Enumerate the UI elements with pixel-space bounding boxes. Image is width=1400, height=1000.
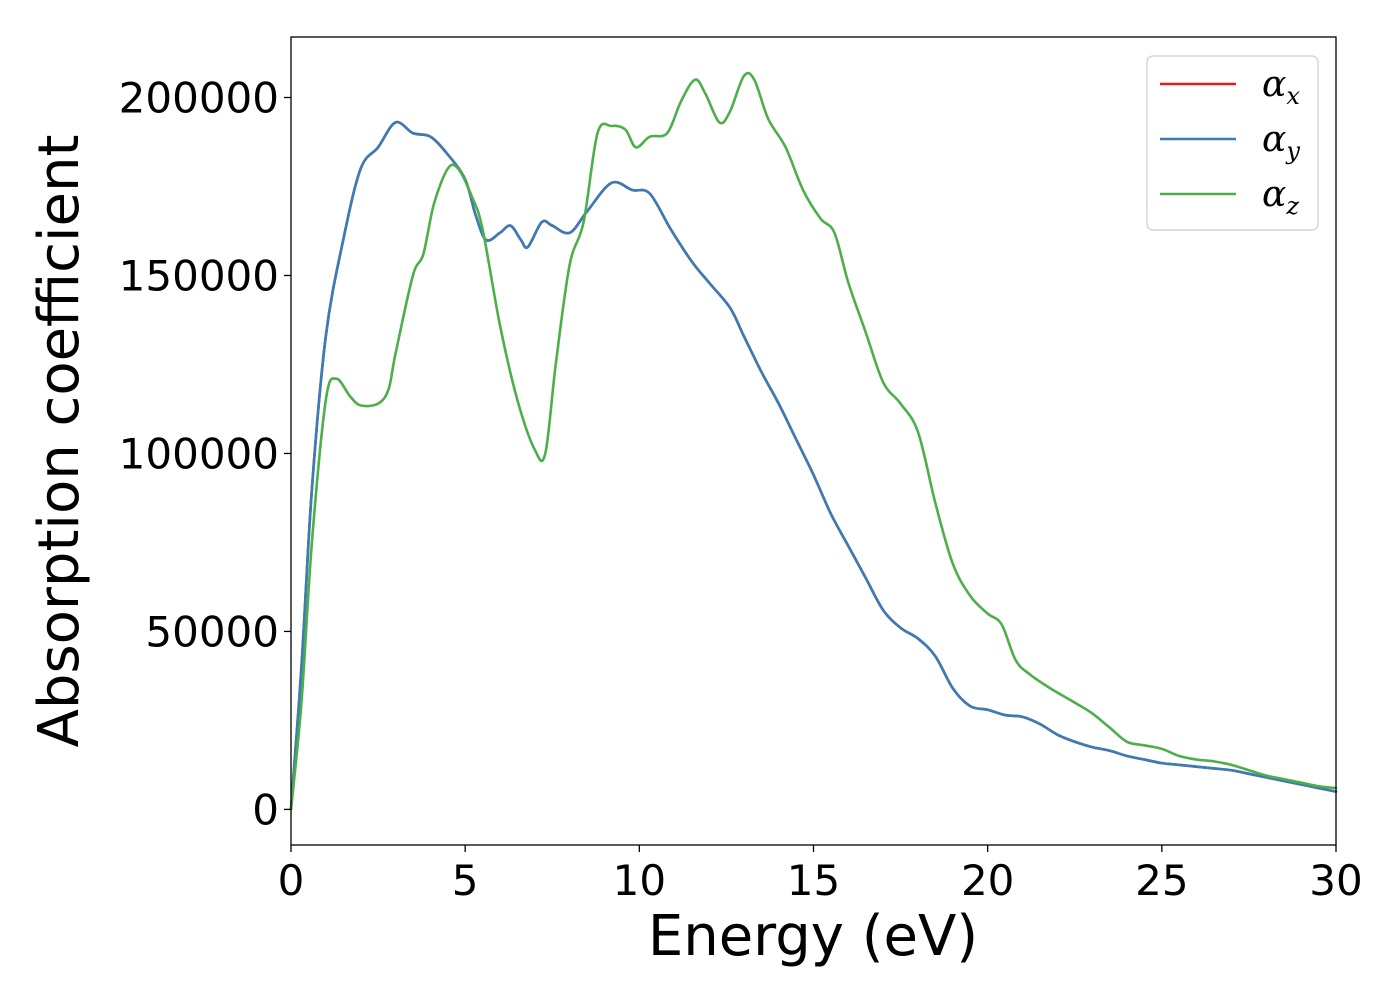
x-axis-title: Energy (eV) — [648, 904, 978, 969]
x-tick-label: 0 — [278, 856, 305, 905]
y-axis: 0 50000 100000 150000 200000 — [119, 74, 291, 834]
y-tick-label: 200000 — [119, 74, 279, 123]
x-tick-label: 25 — [1135, 856, 1188, 905]
x-tick-label: 10 — [613, 856, 666, 905]
y-tick-label: 0 — [252, 785, 279, 834]
series-line-z — [289, 71, 1338, 811]
x-axis: 0 5 10 15 20 25 30 — [278, 845, 1363, 905]
x-tick-label: 20 — [961, 856, 1014, 905]
x-tick-label: 30 — [1309, 856, 1362, 905]
legend-label-y: αy — [1262, 119, 1300, 165]
x-tick-label: 5 — [452, 856, 479, 905]
y-tick-label: 150000 — [119, 251, 279, 300]
series-line-y — [289, 120, 1338, 811]
y-tick-label: 100000 — [119, 429, 279, 478]
y-tick-label: 50000 — [145, 607, 279, 656]
legend-box — [1146, 55, 1319, 231]
legend-label-x: αx — [1262, 64, 1300, 110]
x-tick-label: 15 — [787, 856, 840, 905]
y-axis-title: Absorption coefficient — [27, 135, 92, 748]
series-lines — [289, 71, 1338, 811]
